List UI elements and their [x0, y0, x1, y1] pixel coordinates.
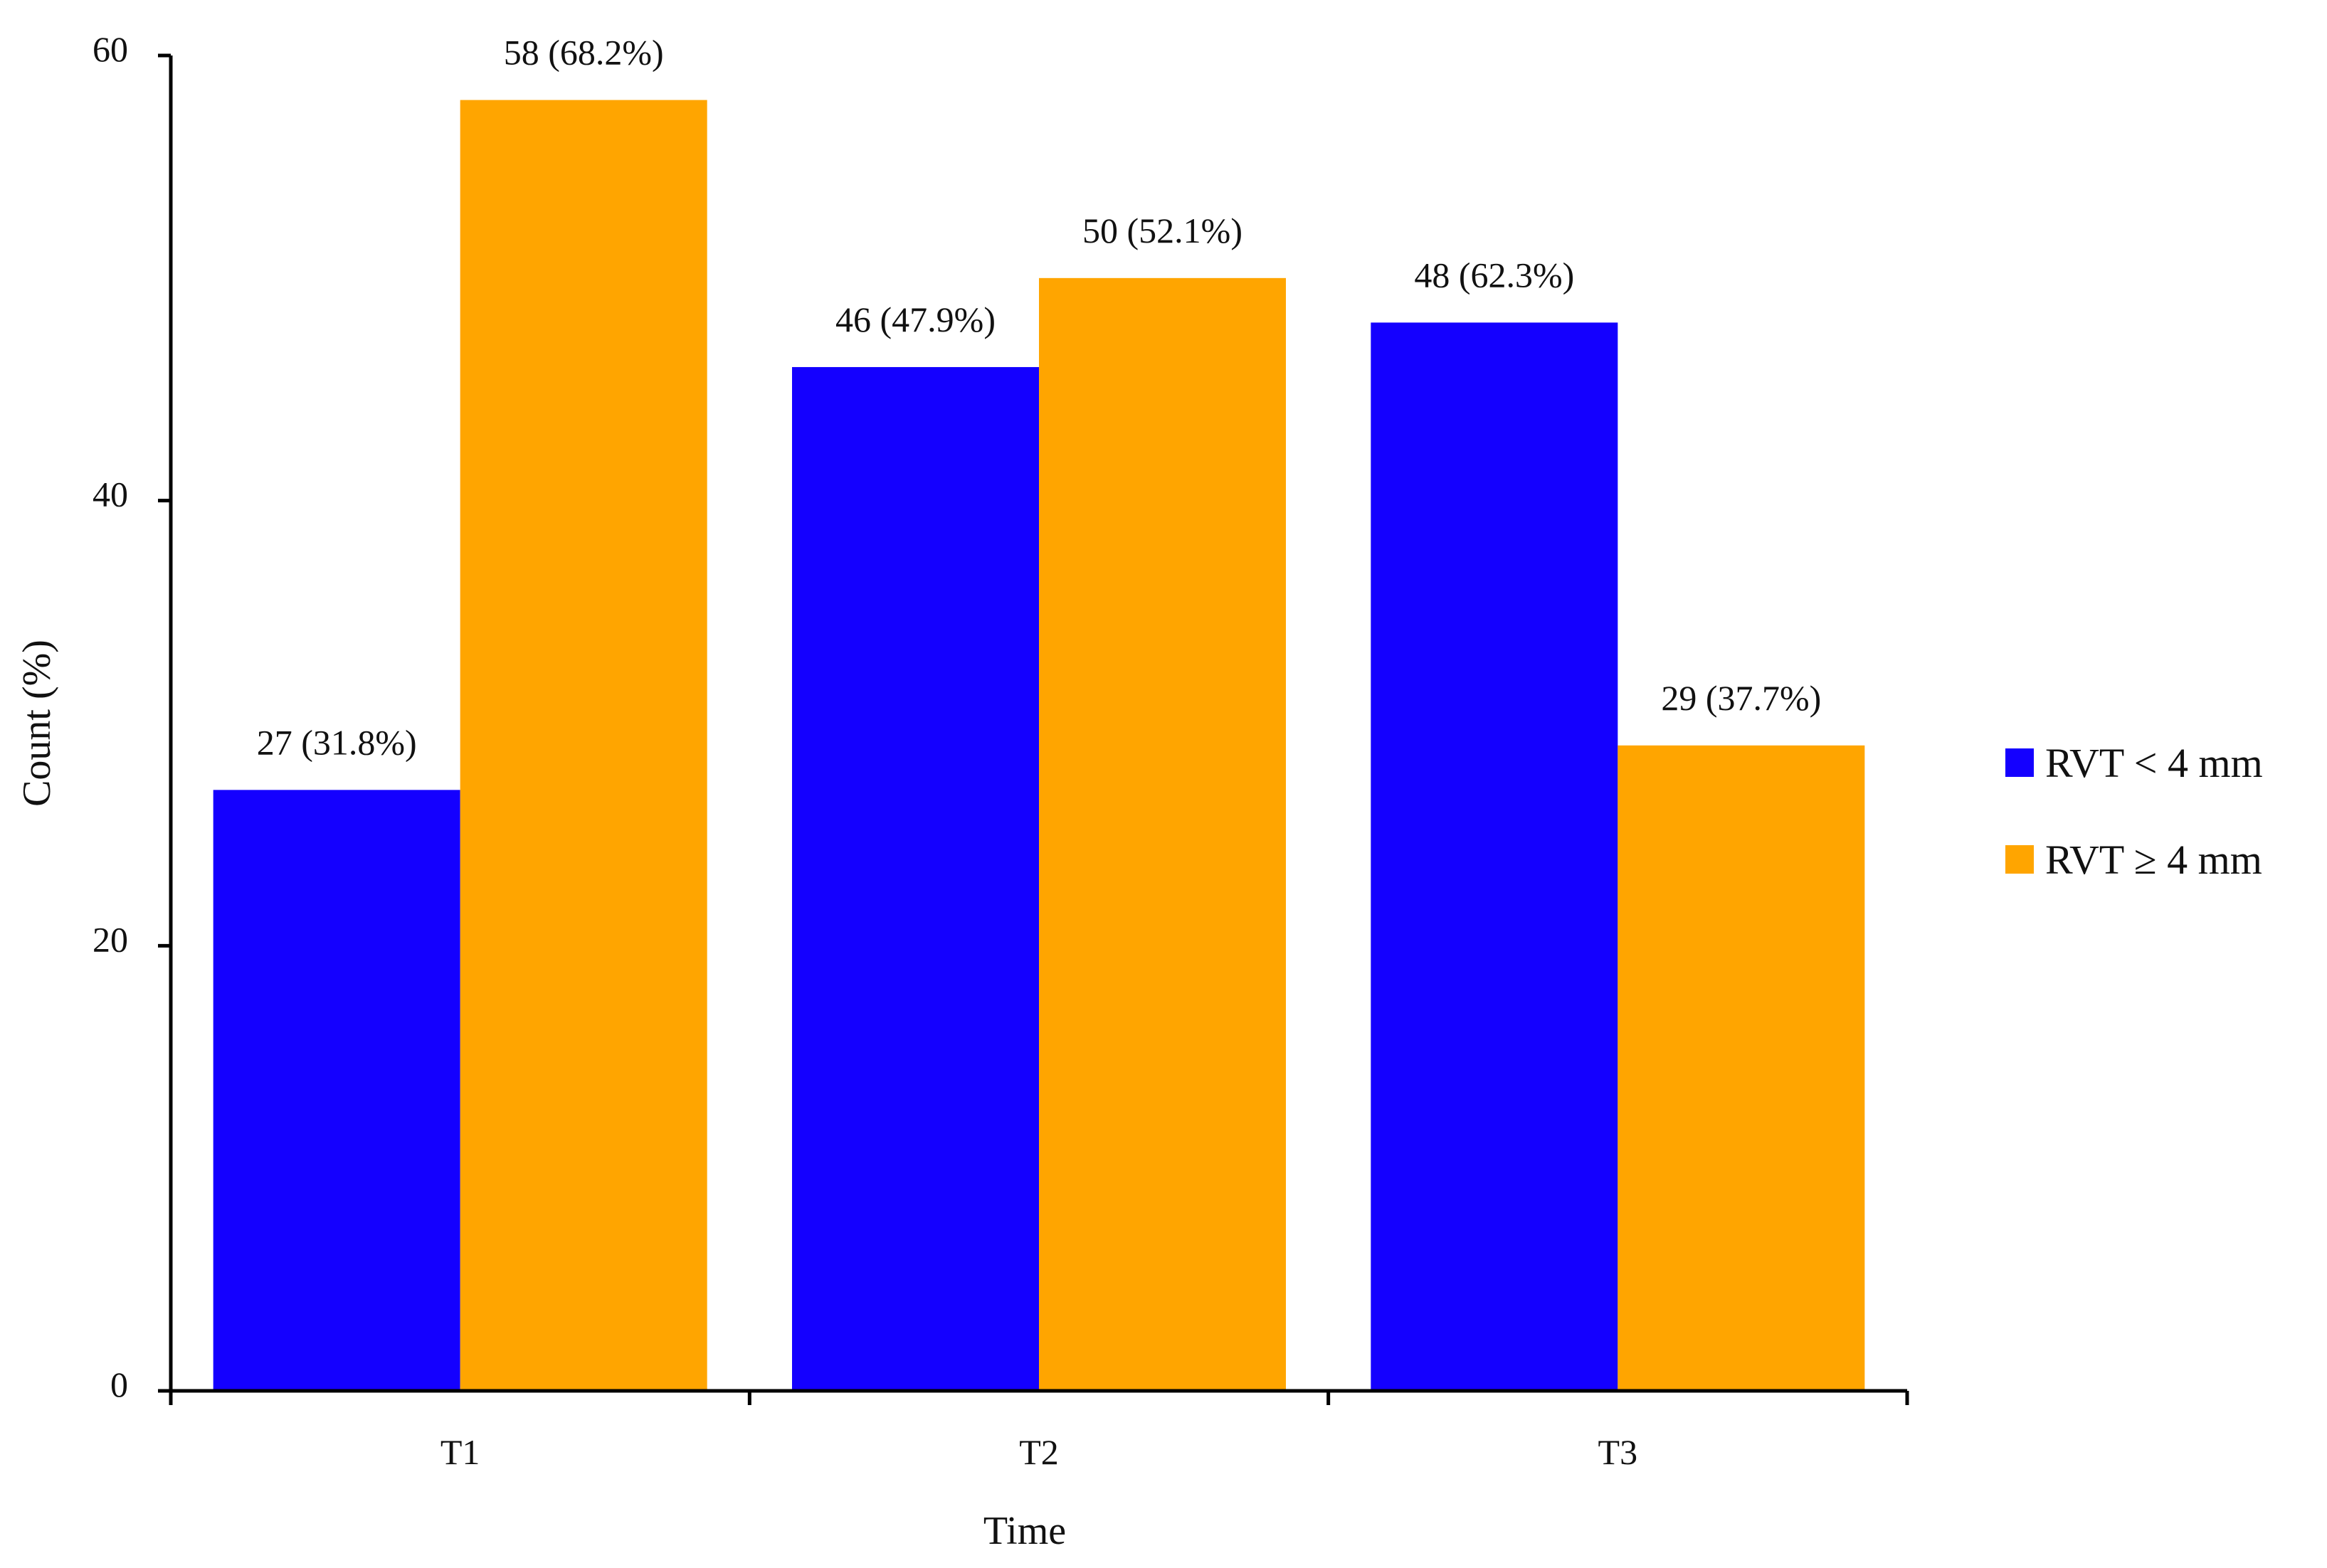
y-tick-label: 60 — [93, 29, 128, 69]
bars-group — [213, 100, 1865, 1392]
y-tick-label: 40 — [93, 475, 128, 514]
bar-t1-series-1 — [213, 790, 460, 1391]
data-labels-group: 27 (31.8%) 46 (47.9%) 48 (62.3%) 58 (68.2%)… — [257, 33, 1822, 763]
bar-t3-series-1 — [1371, 322, 1618, 1391]
data-label-t3-series-2: 29 (37.7%) — [1661, 678, 1821, 718]
x-axis-title: Time — [983, 1509, 1066, 1553]
y-tick-label: 0 — [110, 1365, 128, 1404]
legend: RVT < 4 mm RVT ≥ 4 mm — [2005, 740, 2263, 883]
y-axis-title: Count (%) — [15, 640, 59, 807]
y-ticks-group: 0 20 40 60 — [93, 29, 171, 1404]
legend-label-series-1: RVT < 4 mm — [2045, 740, 2263, 786]
bar-t2-series-1 — [792, 366, 1039, 1391]
y-tick-label: 20 — [93, 919, 128, 959]
legend-label-series-2: RVT ≥ 4 mm — [2045, 837, 2262, 883]
data-label-t1-series-2: 58 (68.2%) — [504, 33, 664, 73]
bar-t2-series-2 — [1039, 277, 1286, 1391]
data-label-t3-series-1: 48 (62.3%) — [1414, 255, 1574, 295]
bar-t1-series-2 — [460, 100, 707, 1392]
data-label-t2-series-2: 50 (52.1%) — [1082, 211, 1242, 250]
data-label-t1-series-1: 27 (31.8%) — [257, 722, 417, 762]
x-ticks-group: T1 T2 T3 — [169, 1391, 1909, 1472]
legend-swatch-series-1 — [2005, 748, 2034, 777]
x-tick-label-t3: T3 — [1598, 1432, 1638, 1472]
x-tick-label-t1: T1 — [440, 1432, 480, 1472]
bar-t3-series-2 — [1618, 745, 1865, 1391]
axes-group — [169, 55, 1907, 1393]
legend-swatch-series-2 — [2005, 845, 2034, 874]
data-label-t2-series-1: 46 (47.9%) — [835, 300, 996, 339]
x-tick-label-t2: T2 — [1019, 1432, 1059, 1472]
